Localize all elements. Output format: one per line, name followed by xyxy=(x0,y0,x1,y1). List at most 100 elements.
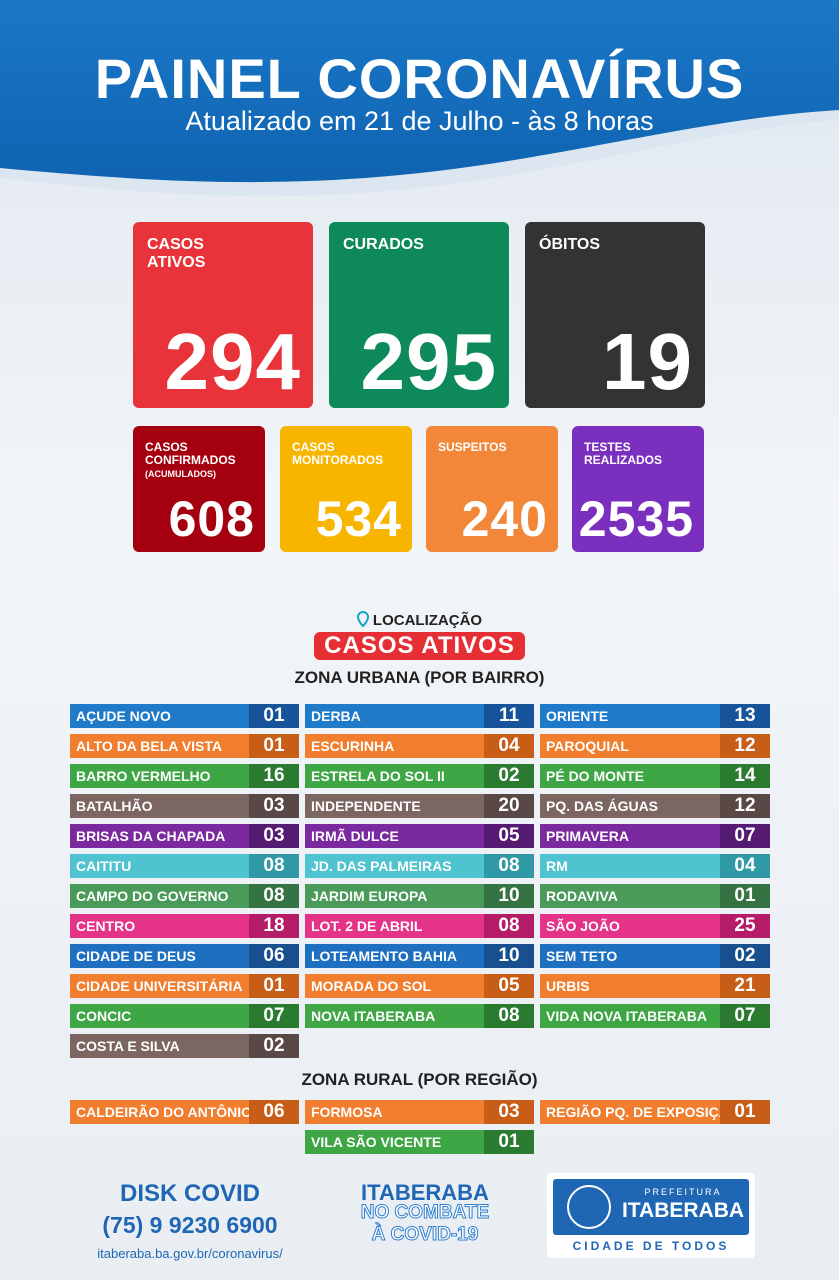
phone: (75) 9 9230 6900 xyxy=(102,1212,278,1238)
campaign-line: ITABERABA xyxy=(361,1180,489,1205)
neighborhood: ORIENTE xyxy=(546,708,609,724)
neighborhood: CONCIC xyxy=(76,1008,132,1024)
case-count: 16 xyxy=(249,764,299,788)
neighborhood: ESCURINHA xyxy=(311,738,395,754)
case-row: BATALHÃO 03 xyxy=(70,794,299,818)
neighborhood: NOVA ITABERABA xyxy=(311,1008,436,1024)
label-line: CASOS xyxy=(145,440,188,454)
neighborhood: REGIÃO PQ. DE EXPOSIÇÃO xyxy=(546,1104,720,1120)
stat-value: 295 xyxy=(360,317,497,406)
card-label: CASOS CONFIRMADOS (ACUMULADOS) xyxy=(145,441,236,481)
neighborhood: ALTO DA BELA VISTA xyxy=(76,738,222,754)
case-count: 07 xyxy=(720,1004,770,1028)
case-row: AÇUDE NOVO 01 xyxy=(70,704,299,728)
stat-card: CASOS ATIVOS 294 xyxy=(133,222,313,408)
stat-value: 2535 xyxy=(578,491,694,547)
case-row: CAMPO DO GOVERNO 08 xyxy=(70,884,299,908)
url: itaberaba.ba.gov.br/coronavirus/ xyxy=(97,1246,283,1261)
case-row: URBIS 21 xyxy=(540,974,770,998)
label-line: TESTES xyxy=(584,440,631,454)
label-line: ATIVOS xyxy=(147,254,206,271)
neighborhood: JARDIM EUROPA xyxy=(311,888,428,904)
neighborhood: IRMÃ DULCE xyxy=(311,828,399,844)
logo-band: PREFEITURA ITABERABA xyxy=(553,1179,749,1235)
case-row: REGIÃO PQ. DE EXPOSIÇÃO01 xyxy=(540,1100,770,1124)
card-label: CASOS MONITORADOS xyxy=(292,441,383,467)
case-row: INDEPENDENTE 20 xyxy=(305,794,534,818)
case-count: 18 xyxy=(249,914,299,938)
label-line: ÓBITOS xyxy=(539,236,601,253)
case-count: 12 xyxy=(720,794,770,818)
zone-title: ZONA URBANA (POR BAIRRO) xyxy=(294,668,545,687)
case-count: 05 xyxy=(484,974,534,998)
case-row: PÉ DO MONTE 14 xyxy=(540,764,770,788)
case-count: 06 xyxy=(249,1100,299,1124)
case-count: 01 xyxy=(249,734,299,758)
neighborhood: RODAVIVA xyxy=(546,888,618,904)
title: PAINEL CORONAVÍRUS xyxy=(94,47,745,110)
neighborhood: PÉ DO MONTE xyxy=(546,768,645,784)
case-row: PQ. DAS ÁGUAS 12 xyxy=(540,794,770,818)
card-label: SUSPEITOS xyxy=(438,441,506,454)
logo-motto: CIDADE DE TODOS xyxy=(572,1239,730,1253)
case-row: CIDADE UNIVERSITÁRIA 01 xyxy=(70,974,299,998)
neighborhood: LOTEAMENTO BAHIA xyxy=(311,948,457,964)
case-count: 12 xyxy=(720,734,770,758)
case-count: 04 xyxy=(720,854,770,878)
neighborhood: LOT. 2 DE ABRIL xyxy=(311,918,423,934)
disk-covid: DISK COVID xyxy=(119,1180,260,1207)
stat-value: 240 xyxy=(461,491,548,547)
case-count: 03 xyxy=(249,824,299,848)
logo-circle xyxy=(567,1185,611,1229)
neighborhood: RM xyxy=(546,858,568,874)
case-row: CENTRO 18 xyxy=(70,914,299,938)
neighborhood: CIDADE DE DEUS xyxy=(76,948,196,964)
stat-value: 294 xyxy=(164,317,301,406)
case-row: PRIMAVERA 07 xyxy=(540,824,770,848)
zone-title: ZONA RURAL (POR REGIÃO) xyxy=(301,1070,538,1089)
campaign-line: À COVID-19 xyxy=(371,1224,479,1246)
case-count: 01 xyxy=(484,1130,534,1154)
case-count: 11 xyxy=(484,704,534,728)
case-count: 10 xyxy=(484,884,534,908)
neighborhood: MORADA DO SOL xyxy=(311,978,432,994)
stat-value: 534 xyxy=(315,491,402,547)
case-row: CONCIC 07 xyxy=(70,1004,299,1028)
neighborhood: DERBA xyxy=(311,708,361,724)
neighborhood: PQ. DAS ÁGUAS xyxy=(546,798,659,814)
neighborhood: JD. DAS PALMEIRAS xyxy=(311,858,452,874)
card-label: TESTES REALIZADOS xyxy=(584,441,662,467)
case-count: 02 xyxy=(249,1034,299,1058)
neighborhood: PAROQUIAL xyxy=(546,738,629,754)
case-row: NOVA ITABERABA 08 xyxy=(305,1004,534,1028)
stat-card: TESTES REALIZADOS 2535 xyxy=(572,426,704,552)
case-row: COSTA E SILVA 02 xyxy=(70,1034,299,1058)
card-label: CASOS ATIVOS xyxy=(147,236,205,272)
case-count: 08 xyxy=(484,1004,534,1028)
case-count: 01 xyxy=(249,704,299,728)
neighborhood: VILA SÃO VICENTE xyxy=(311,1134,442,1150)
neighborhood: FORMOSA xyxy=(311,1104,383,1120)
stat-card: CURADOS 295 xyxy=(329,222,509,408)
case-row: SEM TETO 02 xyxy=(540,944,770,968)
logo-top: PREFEITURA xyxy=(644,1187,722,1197)
stat-card: ÓBITOS 19 xyxy=(525,222,705,408)
case-row: ALTO DA BELA VISTA 01 xyxy=(70,734,299,758)
neighborhood: BARRO VERMELHO xyxy=(76,768,211,784)
case-count: 03 xyxy=(249,794,299,818)
case-count: 04 xyxy=(484,734,534,758)
case-count: 02 xyxy=(484,764,534,788)
card-label: ÓBITOS xyxy=(539,236,600,254)
case-count: 08 xyxy=(484,914,534,938)
case-row: MORADA DO SOL 05 xyxy=(305,974,534,998)
neighborhood: CIDADE UNIVERSITÁRIA xyxy=(76,978,243,994)
neighborhood: AÇUDE NOVO xyxy=(76,708,171,724)
case-row: SÃO JOÃO 25 xyxy=(540,914,770,938)
neighborhood: INDEPENDENTE xyxy=(311,798,421,814)
case-count: 08 xyxy=(249,884,299,908)
label-line: MONITORADOS xyxy=(292,453,384,467)
header-wave xyxy=(0,0,839,197)
stat-card: SUSPEITOS 240 xyxy=(426,426,558,552)
neighborhood: BATALHÃO xyxy=(76,798,153,814)
